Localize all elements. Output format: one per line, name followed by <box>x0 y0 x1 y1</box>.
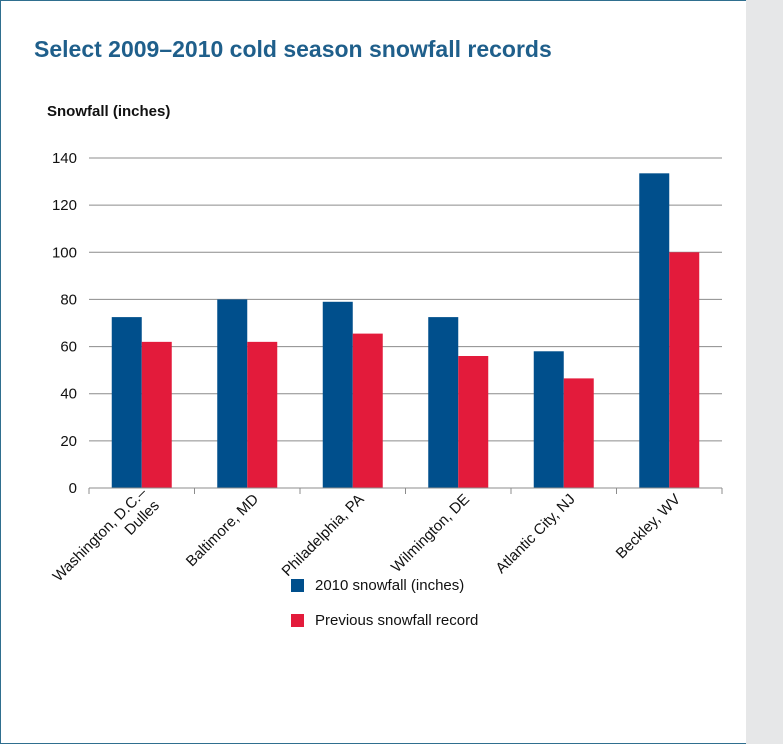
y-tick-label: 100 <box>52 244 77 261</box>
bar-2010 <box>428 317 459 488</box>
bar-previous-record <box>247 341 278 488</box>
legend-label-2010: 2010 snowfall (inches) <box>315 577 465 594</box>
bar-2010 <box>322 301 353 488</box>
y-tick-label: 40 <box>60 386 77 403</box>
x-tick-label: Atlantic City, NJ <box>492 491 578 577</box>
y-axis-label: Snowfall (inches) <box>47 103 171 120</box>
x-tick-label: Baltimore, MD <box>183 491 262 570</box>
bar-2010 <box>639 173 670 489</box>
y-tick-label: 140 <box>52 150 77 167</box>
bar-previous-record <box>669 252 700 488</box>
side-panel <box>746 0 783 744</box>
legend-item-2010: 2010 snowfall (inches) <box>291 577 464 594</box>
x-tick-label: Washington, D.C.–Dulles <box>50 484 164 598</box>
y-tick-label: 60 <box>60 339 77 356</box>
x-tick-label: Wilmington, DE <box>388 491 473 576</box>
bar-2010 <box>111 317 142 488</box>
y-tick-label: 0 <box>69 480 77 497</box>
bar-2010 <box>533 351 564 488</box>
y-tick-label: 120 <box>52 197 77 214</box>
bar-previous-record <box>563 378 594 488</box>
legend-swatch-2010 <box>291 579 304 592</box>
x-tick-label: Philadelphia, PA <box>279 491 368 580</box>
bar-previous-record <box>352 333 383 488</box>
y-tick-label: 80 <box>60 291 77 308</box>
legend-swatch-record <box>291 614 304 627</box>
x-tick-label: Beckley, WV <box>613 491 684 562</box>
y-tick-label: 20 <box>60 433 77 450</box>
legend-item-record: Previous snowfall record <box>291 612 478 629</box>
legend-label-record: Previous snowfall record <box>315 612 479 629</box>
bar-previous-record <box>458 356 489 488</box>
chart-title: Select 2009–2010 cold season snowfall re… <box>34 36 552 62</box>
bar-2010 <box>217 299 248 488</box>
bar-previous-record <box>141 341 172 488</box>
